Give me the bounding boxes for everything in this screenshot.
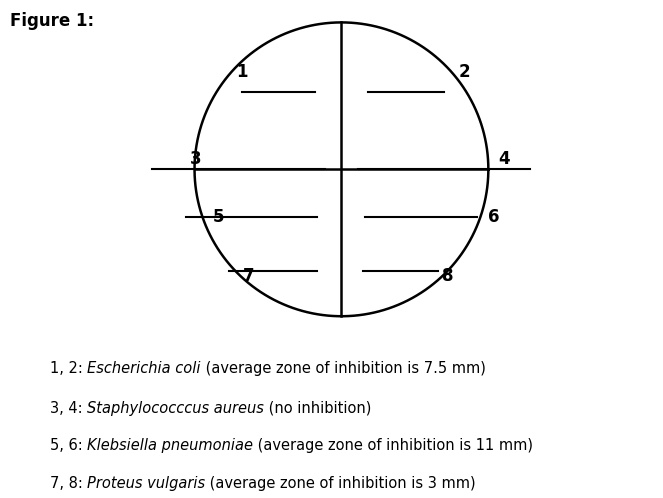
Text: 1: 1 xyxy=(236,63,248,81)
Text: (no inhibition): (no inhibition) xyxy=(264,401,371,416)
Text: (average zone of inhibition is 3 mm): (average zone of inhibition is 3 mm) xyxy=(206,476,476,491)
Text: Figure 1:: Figure 1: xyxy=(10,12,94,30)
Text: 7: 7 xyxy=(243,267,255,285)
Text: 8: 8 xyxy=(442,267,453,285)
Text: Proteus vulgaris: Proteus vulgaris xyxy=(88,476,206,491)
Text: 3: 3 xyxy=(190,150,202,168)
Text: (average zone of inhibition is 7.5 mm): (average zone of inhibition is 7.5 mm) xyxy=(201,361,485,376)
Text: 3, 4:: 3, 4: xyxy=(50,401,87,416)
Text: 1, 2:: 1, 2: xyxy=(50,361,88,376)
Text: 5, 6:: 5, 6: xyxy=(50,438,87,453)
Text: 2: 2 xyxy=(458,63,470,81)
Text: 4: 4 xyxy=(498,150,510,168)
Text: (average zone of inhibition is 11 mm): (average zone of inhibition is 11 mm) xyxy=(253,438,533,453)
Text: 6: 6 xyxy=(488,208,500,226)
Text: Escherichia coli: Escherichia coli xyxy=(88,361,201,376)
Text: Klebsiella pneumoniae: Klebsiella pneumoniae xyxy=(87,438,253,453)
Text: Staphylococccus aureus: Staphylococccus aureus xyxy=(87,401,264,416)
Text: 5: 5 xyxy=(213,208,225,226)
Text: 7, 8:: 7, 8: xyxy=(50,476,88,491)
